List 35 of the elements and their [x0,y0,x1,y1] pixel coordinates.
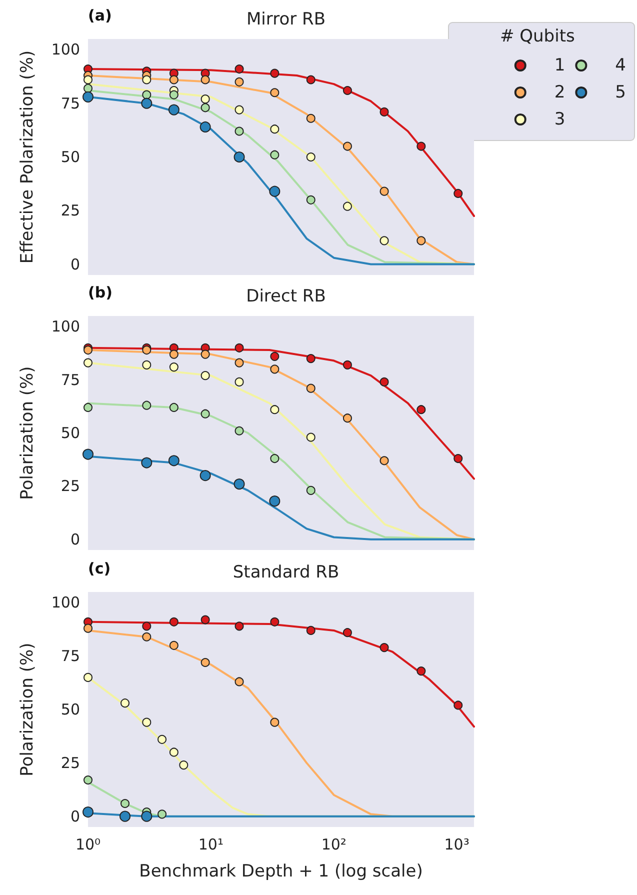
x-tick-label: 10³ [444,836,470,854]
y-tick-label: 25 [60,754,80,772]
x-axis-title: Benchmark Depth + 1 (log scale) [139,862,423,882]
y-tick-label: 100 [51,40,80,59]
x-tick-label: 10¹ [198,836,224,854]
y-tick-label: 0 [70,530,80,548]
y-axis-title: Effective Polarization (%) [18,50,38,264]
legend-title: # Qubits [500,26,575,46]
text: (b) [88,284,112,302]
chart-title: Direct RB [246,286,326,306]
text: (c) [88,560,111,578]
y-tick-label: 50 [60,700,80,718]
y-tick-label: 0 [70,255,80,274]
y-tick-label: 100 [51,318,80,336]
chart-title: Standard RB [232,562,340,582]
y-tick-label: 75 [60,647,80,666]
y-axis-title: Polarization (%) [18,366,38,500]
y-tick-label: 75 [60,94,80,112]
y-tick-label: 0 [70,807,80,826]
y-tick-label: 25 [60,202,80,220]
legend-label: 3 [554,110,566,130]
x-tick-label: 10⁰ [75,836,101,854]
legend-label: 2 [554,82,566,102]
legend-label: 1 [554,56,566,76]
y-tick-label: 50 [60,424,80,442]
legend-label: 4 [615,56,626,76]
y-tick-label: 25 [60,477,80,496]
x-tick-label: 10² [321,836,346,854]
y-axis-title: Polarization (%) [18,642,38,776]
y-tick-label: 100 [51,594,80,612]
y-tick-label: 50 [60,148,80,166]
legend-label: 5 [615,82,626,102]
y-tick-label: 75 [60,370,80,389]
chart-title: Mirror RB [246,10,326,30]
text: (a) [88,6,112,24]
